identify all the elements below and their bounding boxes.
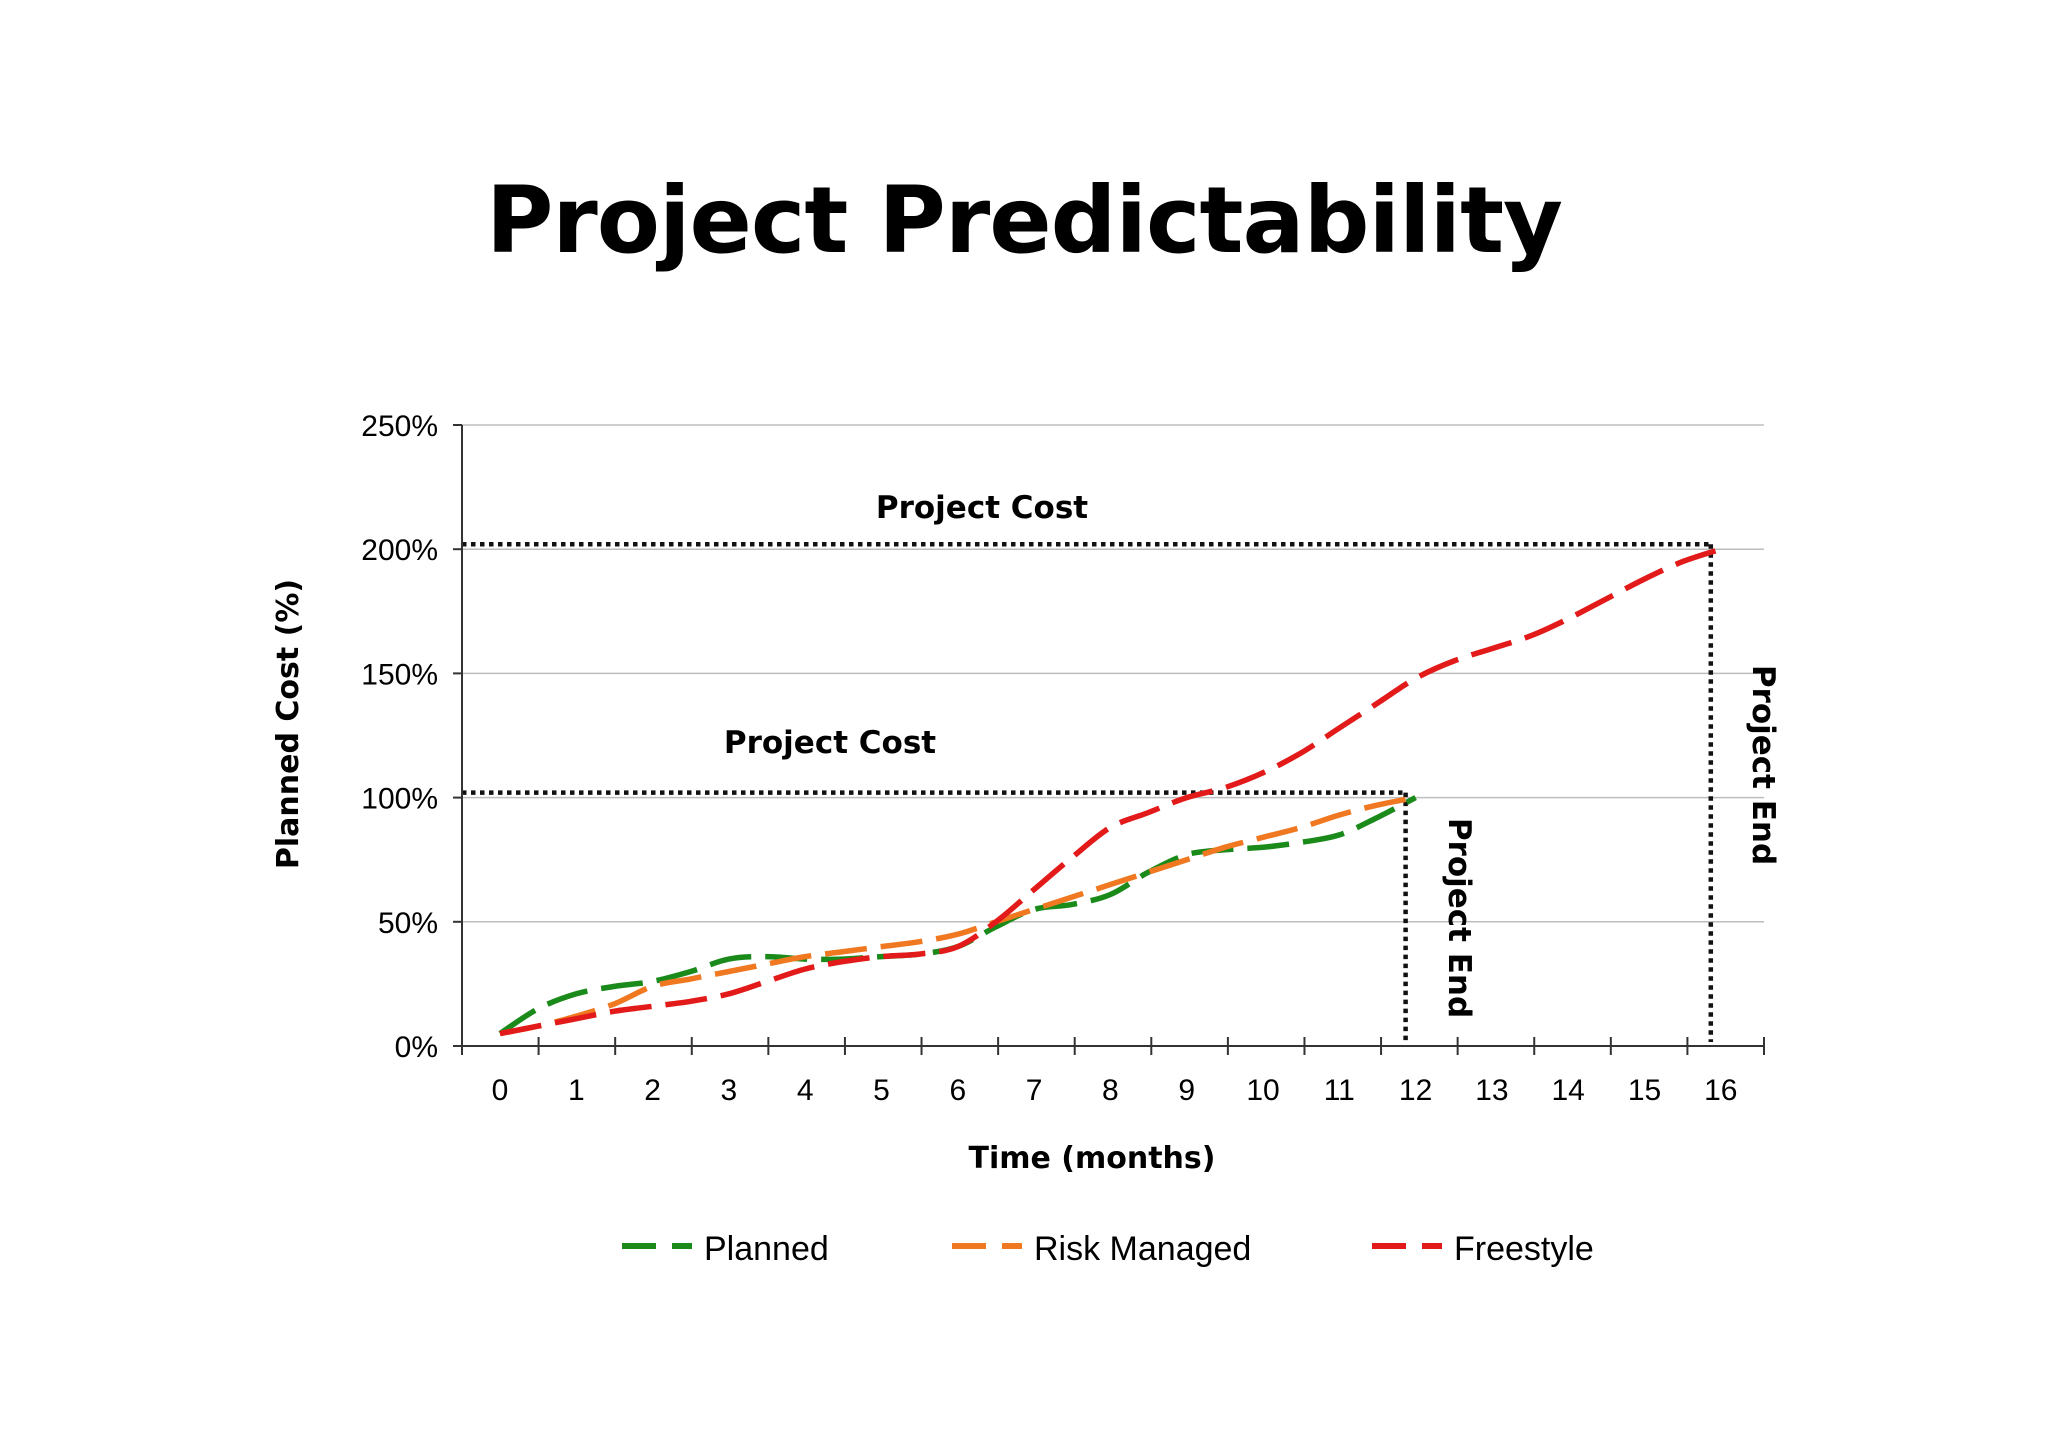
x-tick-label: 4 bbox=[797, 1074, 814, 1107]
annotation-project-cost-freestyle: Project Cost bbox=[876, 490, 1088, 526]
x-tick-label: 13 bbox=[1475, 1074, 1508, 1107]
annotation-project-cost-planned: Project Cost bbox=[724, 725, 936, 761]
x-tick-label: 16 bbox=[1704, 1074, 1737, 1107]
x-tick-label: 9 bbox=[1178, 1074, 1195, 1107]
y-tick-label: 50% bbox=[378, 907, 438, 940]
legend: Planned Risk Managed Freestyle bbox=[622, 1230, 1594, 1268]
y-tick-label: 150% bbox=[361, 658, 438, 691]
y-tick-label: 100% bbox=[361, 783, 438, 816]
y-axis-title: Planned Cost (%) bbox=[271, 579, 306, 869]
x-tick-label: 8 bbox=[1102, 1074, 1119, 1107]
x-axis-title: Time (months) bbox=[968, 1141, 1215, 1176]
legend-label-planned: Planned bbox=[704, 1230, 829, 1268]
x-tick-label: 1 bbox=[568, 1074, 585, 1107]
series-line-risk-managed bbox=[499, 794, 1417, 1037]
x-tick-label: 5 bbox=[873, 1074, 890, 1107]
x-tick-label: 3 bbox=[721, 1074, 738, 1107]
y-tick-label: 250% bbox=[361, 410, 438, 443]
x-tick-label: 2 bbox=[644, 1074, 661, 1107]
axes bbox=[453, 424, 1765, 1055]
y-tick-label: 0% bbox=[395, 1031, 438, 1064]
x-tick-labels: 0 1 2 3 4 5 6 7 8 9 10 11 12 13 14 15 16 bbox=[492, 1074, 1738, 1107]
annotation-project-end-12: Project End bbox=[1441, 818, 1477, 1018]
legend-item-planned: Planned bbox=[622, 1230, 829, 1268]
series-line-freestyle bbox=[499, 546, 1722, 1037]
gridlines bbox=[462, 424, 1764, 923]
x-tick-label: 11 bbox=[1324, 1074, 1355, 1107]
legend-label-freestyle: Freestyle bbox=[1454, 1230, 1594, 1268]
annotation-lines bbox=[462, 541, 1714, 1042]
annotation-project-end-16: Project End bbox=[1745, 665, 1781, 865]
legend-item-freestyle: Freestyle bbox=[1372, 1230, 1594, 1268]
x-tick-label: 14 bbox=[1552, 1074, 1585, 1107]
x-tick-label: 0 bbox=[492, 1074, 509, 1107]
x-tick-label: 6 bbox=[949, 1074, 966, 1107]
x-tick-label: 12 bbox=[1399, 1074, 1432, 1107]
legend-label-risk-managed: Risk Managed bbox=[1034, 1230, 1251, 1268]
y-tick-label: 200% bbox=[361, 534, 438, 567]
legend-item-risk-managed: Risk Managed bbox=[952, 1230, 1251, 1268]
x-tick-label: 15 bbox=[1628, 1074, 1661, 1107]
x-tick-label: 7 bbox=[1026, 1074, 1043, 1107]
y-tick-labels: 0% 50% 100% 150% 200% 250% bbox=[361, 410, 438, 1064]
x-tick-label: 10 bbox=[1246, 1074, 1279, 1107]
slide-title: Project Predictability bbox=[485, 167, 1563, 274]
series-lines bbox=[498, 546, 1722, 1037]
